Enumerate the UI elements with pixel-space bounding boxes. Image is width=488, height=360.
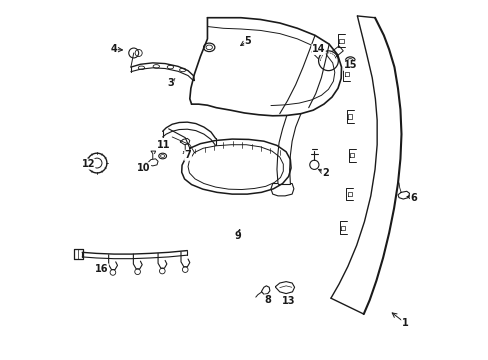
Text: 6: 6 [409,193,416,203]
Text: 5: 5 [244,36,251,46]
Text: 16: 16 [95,264,108,274]
Text: 3: 3 [167,78,173,88]
Text: 11: 11 [156,140,170,150]
Text: 9: 9 [234,231,240,242]
Text: 8: 8 [264,295,270,305]
Text: 7: 7 [184,150,191,160]
Text: 1: 1 [401,318,407,328]
Text: 13: 13 [281,296,295,306]
Text: 12: 12 [81,159,95,169]
Text: 2: 2 [322,168,328,178]
Text: 4: 4 [110,45,117,54]
Text: 14: 14 [311,45,325,54]
Text: 10: 10 [137,163,150,173]
Text: 15: 15 [343,60,356,70]
